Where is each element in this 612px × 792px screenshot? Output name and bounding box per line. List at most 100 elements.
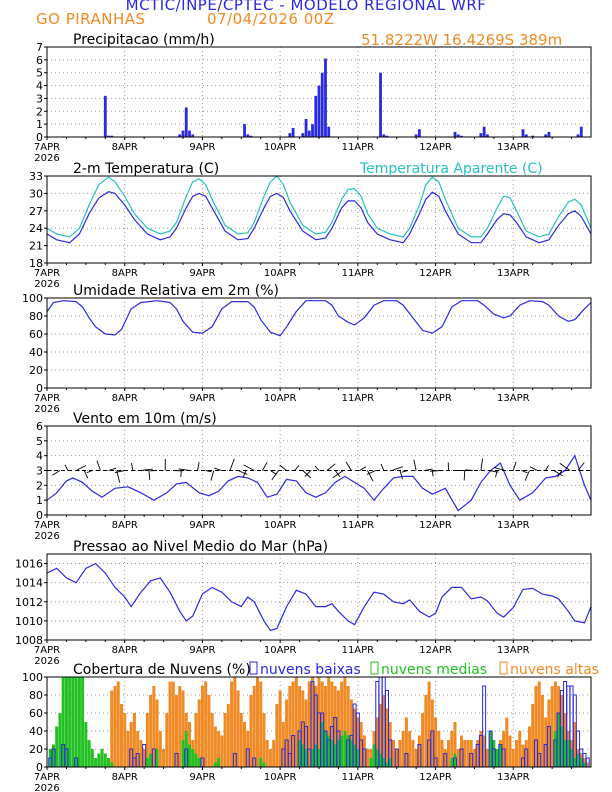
nuvens-medias-bar bbox=[191, 749, 195, 767]
nuvens-altas-bar bbox=[408, 731, 412, 767]
nuvens-altas-bar bbox=[314, 686, 318, 767]
nuvens-altas-bar bbox=[573, 722, 577, 767]
precip-bar bbox=[482, 126, 486, 137]
nuvens-altas-bar bbox=[323, 686, 327, 767]
x-tick-label: 11APR bbox=[342, 393, 375, 404]
legend-swatch bbox=[249, 661, 258, 675]
nuvens-altas-bar bbox=[527, 726, 531, 767]
nuvens-altas-bar bbox=[311, 677, 315, 767]
precip-bar bbox=[301, 133, 305, 137]
nuvens-altas-bar bbox=[537, 681, 541, 767]
nuvens-medias-bar bbox=[197, 758, 201, 767]
plot-frame bbox=[46, 175, 592, 264]
nuvens-medias-bar bbox=[317, 749, 321, 767]
nuvens-altas-bar bbox=[165, 713, 169, 767]
x-tick-label: 8APR bbox=[112, 393, 138, 404]
wind-arrow bbox=[577, 462, 585, 471]
y-tick-label: 0 bbox=[36, 761, 43, 774]
precip-bar bbox=[547, 131, 551, 137]
y-tick-label: 2 bbox=[36, 105, 43, 118]
nuvens-altas-bar bbox=[524, 740, 528, 767]
precip-bar bbox=[243, 124, 246, 137]
nuvens-altas-bar bbox=[272, 740, 276, 767]
nuvens-altas-bar bbox=[379, 704, 383, 767]
nuvens-altas-bar bbox=[220, 735, 224, 767]
nuvens-altas-bar bbox=[450, 731, 454, 767]
precip-bar bbox=[379, 72, 382, 137]
x-tick-label: 11APR bbox=[342, 268, 375, 279]
nuvens-medias-bar bbox=[61, 677, 65, 767]
y-tick-label: 7 bbox=[36, 41, 43, 54]
nuvens-medias-bar bbox=[495, 749, 499, 767]
wind-arrow bbox=[52, 470, 61, 476]
nuvens-altas-bar bbox=[113, 686, 117, 767]
nuvens-altas-bar bbox=[505, 717, 509, 767]
y-tick-label: 4 bbox=[36, 80, 43, 93]
y-tick-label: 60 bbox=[29, 707, 43, 720]
nuvens-medias-bar bbox=[566, 740, 570, 767]
precip-bar bbox=[107, 135, 110, 137]
x-tick-label: 8APR bbox=[112, 772, 138, 783]
nuvens-altas-bar bbox=[440, 740, 444, 767]
nuvens-altas-bar bbox=[482, 735, 486, 767]
nuvens-altas-bar bbox=[453, 722, 457, 767]
y-tick-label: 3 bbox=[36, 465, 43, 478]
nuvens-altas-bar bbox=[285, 699, 289, 767]
nuvens-medias-bar bbox=[87, 740, 91, 767]
nuvens-altas-bar bbox=[508, 735, 512, 767]
nuvens-altas-bar bbox=[430, 699, 434, 767]
nuvens-medias-bar bbox=[557, 713, 561, 767]
nuvens-altas-bar bbox=[132, 713, 136, 767]
nuvens-altas-bar bbox=[479, 731, 483, 767]
nuvens-altas-bar bbox=[291, 681, 295, 767]
nuvens-altas-bar bbox=[366, 749, 370, 767]
wind-arrow bbox=[270, 470, 277, 475]
precip-bar bbox=[178, 134, 182, 137]
nuvens-medias-bar bbox=[103, 753, 107, 767]
nuvens-altas-bar bbox=[518, 731, 522, 767]
wind-arrow bbox=[512, 461, 517, 471]
x-tick-label: 10APR bbox=[264, 645, 297, 656]
wind-arrow bbox=[148, 470, 151, 481]
wind-arrow bbox=[294, 465, 300, 471]
y-tick-label: 1010 bbox=[15, 615, 43, 628]
nuvens-altas-bar bbox=[375, 717, 379, 767]
x-tick-label: 9APR bbox=[189, 142, 215, 153]
y-tick-label: 33 bbox=[29, 170, 43, 183]
nuvens-altas-bar bbox=[268, 749, 272, 767]
nuvens-medias-bar bbox=[304, 749, 308, 767]
chart-title: Cobertura de Nuvens (%) bbox=[73, 662, 251, 678]
nuvens-altas-bar bbox=[411, 740, 415, 767]
nuvens-medias-bar bbox=[379, 753, 383, 767]
nuvens-altas-bar bbox=[152, 686, 156, 767]
wind-arrow bbox=[214, 467, 222, 471]
nuvens-medias-bar bbox=[327, 735, 331, 767]
nuvens-altas-bar bbox=[414, 749, 418, 767]
nuvens-altas-bar bbox=[294, 677, 298, 767]
y-tick-label: 18 bbox=[29, 257, 43, 270]
precip-bar bbox=[414, 134, 418, 137]
wind-arrow bbox=[180, 470, 182, 478]
nuvens-altas-bar bbox=[330, 681, 334, 767]
wind-arrow bbox=[557, 470, 563, 478]
x-tick-label: 10APR bbox=[264, 393, 297, 404]
nuvens-medias-bar bbox=[90, 749, 94, 767]
wind-arrow bbox=[140, 468, 153, 471]
x-tick-label: 8APR bbox=[112, 142, 138, 153]
pressao-line bbox=[46, 562, 592, 632]
nuvens-altas-bar bbox=[129, 722, 133, 767]
x-tick-label: 9APR bbox=[189, 772, 215, 783]
nuvens-altas-bar bbox=[213, 726, 217, 767]
y-tick-label: 4 bbox=[36, 450, 43, 463]
nuvens-altas-bar bbox=[281, 722, 285, 767]
wind-arrow bbox=[367, 470, 374, 482]
y-tick-label: 80 bbox=[29, 689, 43, 702]
nuvens-altas-bar bbox=[317, 677, 321, 767]
nuvens-altas-bar bbox=[116, 681, 120, 767]
nuvens-medias-bar bbox=[492, 740, 496, 767]
nuvens-medias-bar bbox=[68, 677, 72, 767]
y-tick-label: 40 bbox=[29, 346, 43, 359]
y-tick-label: 40 bbox=[29, 725, 43, 738]
nuvens-altas-bar bbox=[110, 690, 114, 767]
nuvens-altas-bar bbox=[178, 686, 182, 767]
